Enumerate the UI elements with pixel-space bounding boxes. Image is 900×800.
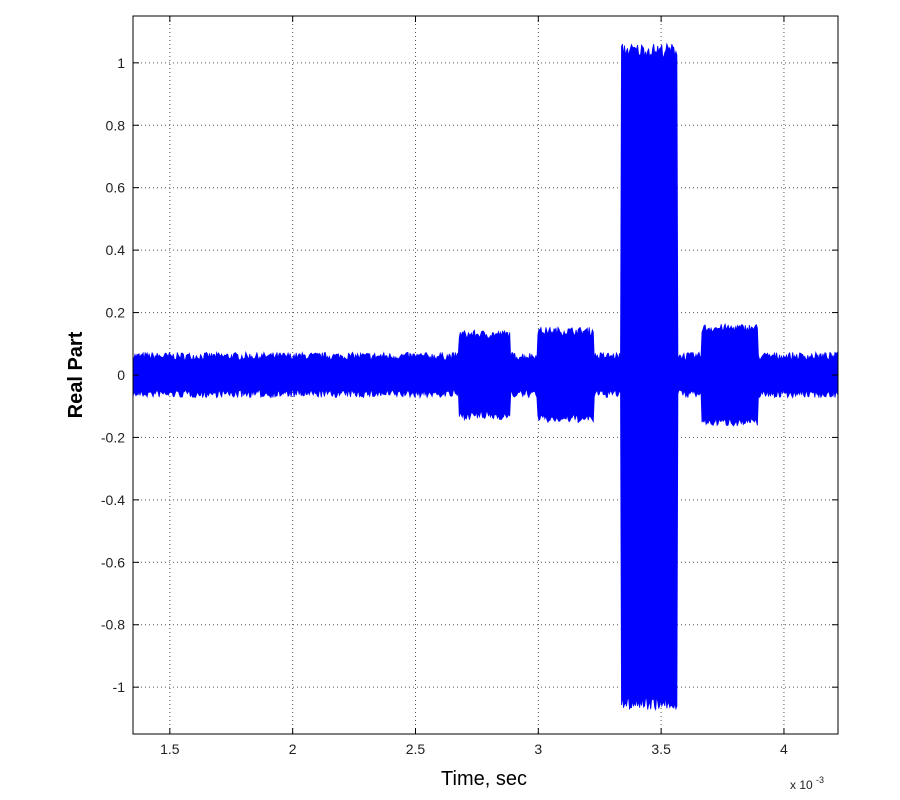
y-axis-ticks: 1 0.8 0.6 0.4 0.2 0 -0.2 -0.4 -0.6 -0.8 -1 (101, 55, 838, 695)
y-tick-label: -1 (113, 679, 126, 695)
x-tick-label: 1.5 (160, 741, 180, 757)
y-axis-label: Real Part (65, 331, 87, 418)
y-tick-label: 0.4 (106, 242, 126, 258)
y-tick-label: -0.8 (101, 617, 125, 633)
y-tick-label: 0 (117, 367, 125, 383)
x-axis-multiplier: x 10 -3 (790, 775, 824, 792)
y-tick-label: -0.4 (101, 492, 125, 508)
x-tick-label: 3 (534, 741, 542, 757)
y-tick-label: 0.6 (106, 180, 126, 196)
signal-layer (132, 42, 839, 712)
signal-envelope (132, 42, 839, 712)
x-tick-label: 2 (289, 741, 297, 757)
x-multiplier-base: x 10 (790, 778, 813, 792)
x-multiplier-exponent: -3 (816, 775, 824, 785)
y-tick-label: -0.2 (101, 429, 125, 445)
y-tick-label: 0.8 (106, 117, 126, 133)
x-tick-label: 3.5 (651, 741, 671, 757)
x-axis-ticks: 1.5 2 2.5 3 3.5 4 (160, 16, 788, 757)
x-tick-label: 4 (780, 741, 788, 757)
y-tick-label: 0.2 (106, 305, 126, 321)
x-tick-label: 2.5 (406, 741, 426, 757)
y-tick-label: 1 (117, 55, 125, 71)
y-tick-label: -0.6 (101, 554, 125, 570)
x-axis-label: Time, sec (441, 768, 527, 790)
